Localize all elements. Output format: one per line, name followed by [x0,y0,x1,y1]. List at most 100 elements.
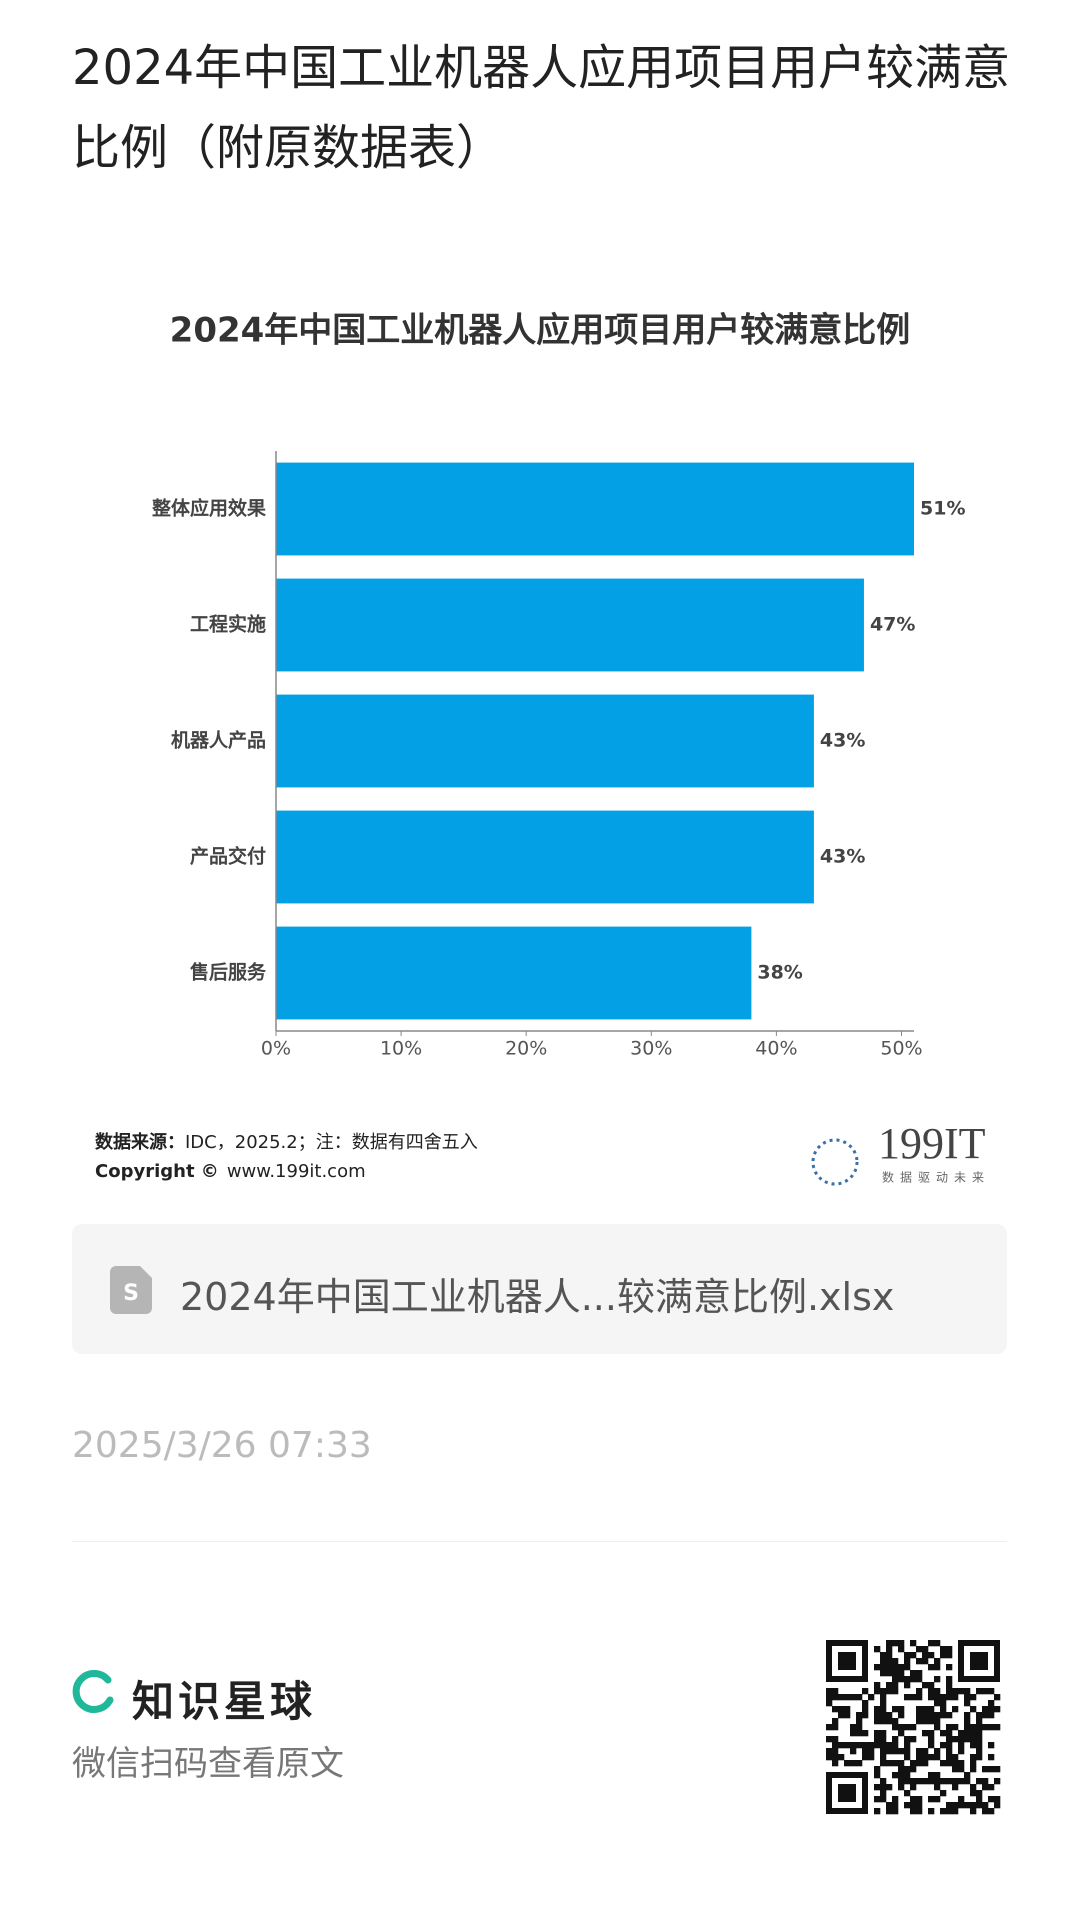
qr-cell [970,1760,977,1767]
qr-cell [898,1730,905,1737]
qr-code [826,1640,1001,1815]
qr-cell [874,1742,881,1749]
qr-cell [976,1790,983,1797]
qr-cell [856,1694,863,1701]
qr-cell [994,1766,1001,1773]
qr-cell [916,1670,923,1677]
category-label: 售后服务 [189,961,267,984]
qr-cell [994,1724,1001,1731]
qr-cell [958,1760,965,1767]
qr-cell [958,1736,965,1743]
qr-cell [904,1664,911,1671]
qr-cell [988,1712,995,1719]
qr-cell [892,1760,899,1767]
attachment-filename[interactable]: 2024年中国工业机器人...较满意比例.xlsx [180,1275,895,1319]
qr-cell [832,1706,839,1713]
qr-cell [952,1694,959,1701]
qr-cell [844,1694,851,1701]
qr-cell [892,1664,899,1671]
qr-cell [982,1766,989,1773]
qr-cell [940,1652,947,1659]
qr-cell [946,1646,953,1653]
qr-cell [874,1772,881,1779]
logo-mark [811,1138,859,1186]
qr-cell [886,1688,893,1695]
qr-cell [880,1712,887,1719]
qr-cell [904,1790,911,1797]
qr-cell [922,1754,929,1761]
qr-cell [940,1706,947,1713]
qr-cell [946,1778,953,1785]
qr-cell [964,1694,971,1701]
qr-cell [862,1730,869,1737]
qr-cell [910,1784,917,1791]
qr-cell [898,1670,905,1677]
source-label: 数据来源： [95,1131,185,1153]
qr-cell [910,1736,917,1743]
qr-cell [910,1760,917,1767]
qr-cell [892,1736,899,1743]
qr-cell [970,1808,977,1815]
qr-cell [946,1748,953,1755]
category-label: 整体应用效果 [152,497,266,520]
qr-cell [886,1682,893,1689]
qr-cell [880,1730,887,1737]
qr-cell [952,1802,959,1809]
x-tick-label: 0% [261,1038,291,1060]
qr-cell [892,1706,899,1713]
qr-cell [988,1700,995,1707]
qr-cell [874,1664,881,1671]
qr-cell [844,1706,851,1713]
qr-cell [826,1688,833,1695]
qr-cell [964,1712,971,1719]
qr-cell [892,1688,899,1695]
qr-cell [892,1676,899,1683]
qr-cell [874,1718,881,1725]
qr-cell [832,1718,839,1725]
qr-cell [964,1718,971,1725]
source-text: 数据来源：IDC，2025.2；注：数据有四舍五入 [95,1131,478,1153]
qr-cell [838,1706,845,1713]
qr-cell [940,1694,947,1701]
qr-cell [904,1742,911,1749]
qr-finder [970,1652,988,1670]
qr-cell [886,1658,893,1665]
qr-cell [976,1754,983,1761]
qr-cell [904,1676,911,1683]
qr-cell [994,1802,1001,1809]
qr-cell [946,1712,953,1719]
qr-cell [928,1736,935,1743]
qr-cell [898,1646,905,1653]
qr-cell [868,1748,875,1755]
qr-cell [934,1748,941,1755]
qr-cell [940,1700,947,1707]
qr-cell [910,1724,917,1731]
value-label: 47% [870,614,915,636]
qr-cell [946,1730,953,1737]
qr-cell [832,1724,839,1731]
qr-cell [904,1682,911,1689]
qr-cell [946,1736,953,1743]
qr-cell [934,1640,941,1647]
attachment[interactable]: S [72,1224,1007,1354]
qr-cell [928,1712,935,1719]
qr-cell [916,1718,923,1725]
qr-cell [922,1760,929,1767]
qr-cell [952,1754,959,1761]
qr-cell [898,1766,905,1773]
qr-cell [856,1760,863,1767]
qr-cell [982,1688,989,1695]
qr-cell [916,1808,923,1815]
qr-cell [910,1808,917,1815]
qr-cell [916,1694,923,1701]
qr-cell [946,1724,953,1731]
x-tick-label: 20% [505,1038,547,1060]
qr-cell [928,1688,935,1695]
qr-cell [928,1772,935,1779]
qr-cell [958,1748,965,1755]
qr-cell [826,1736,833,1743]
qr-cell [862,1700,869,1707]
qr-cell [946,1760,953,1767]
qr-cell [928,1778,935,1785]
